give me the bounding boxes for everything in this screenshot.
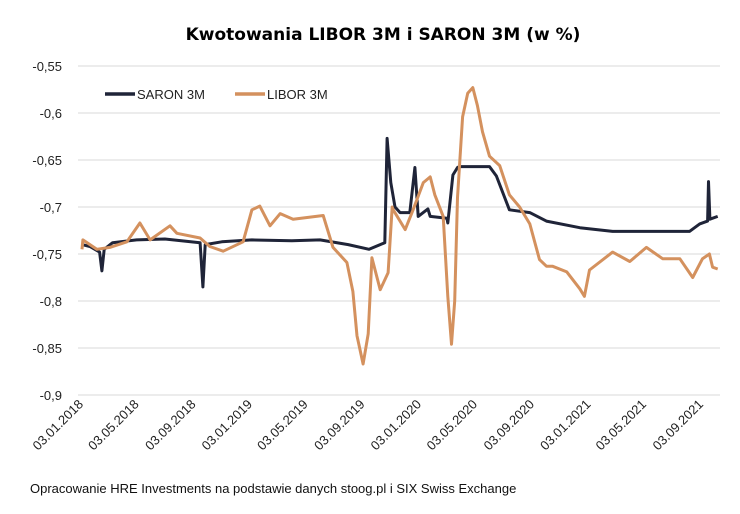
x-tick-label: 03.05.2018 <box>85 397 142 454</box>
y-tick-label: -0,7 <box>40 200 62 215</box>
legend: SARON 3M LIBOR 3M <box>105 87 328 102</box>
x-tick-label: 03.01.2020 <box>368 397 425 454</box>
y-tick-label: -0,6 <box>40 106 62 121</box>
y-tick-label: -0,85 <box>32 341 62 356</box>
chart-title: Kwotowania LIBOR 3M i SARON 3M (w %) <box>186 25 581 45</box>
x-tick-label: 03.09.2019 <box>311 397 368 454</box>
y-tick-label: -0,9 <box>40 388 62 403</box>
source-note: Opracowanie HRE Investments na podstawie… <box>30 481 517 496</box>
series-line-libor-3m <box>80 86 719 366</box>
y-axis: -0,55 -0,6 -0,65 -0,7 -0,75 -0,8 -0,85 -0,9 <box>32 59 62 403</box>
x-tick-label: 03.05.2019 <box>254 397 311 454</box>
y-tick-label: -0,75 <box>32 247 62 262</box>
series-line-saron-3m <box>81 136 719 289</box>
y-tick-label: -0,55 <box>32 59 62 74</box>
x-tick-label: 03.09.2020 <box>480 397 537 454</box>
x-tick-label: 03.05.2021 <box>593 397 650 454</box>
x-tick-label: 03.01.2019 <box>199 397 256 454</box>
series-lines <box>80 86 719 366</box>
legend-label: SARON 3M <box>137 87 205 102</box>
gridlines <box>78 65 720 396</box>
x-tick-label: 03.01.2021 <box>537 397 594 454</box>
legend-label: LIBOR 3M <box>267 87 328 102</box>
x-tick-label: 03.09.2021 <box>649 397 706 454</box>
x-tick-label: 03.05.2020 <box>424 397 481 454</box>
y-tick-label: -0,65 <box>32 153 62 168</box>
y-tick-label: -0,8 <box>40 294 62 309</box>
x-tick-label: 03.01.2018 <box>29 397 86 454</box>
x-tick-label: 03.09.2018 <box>142 397 199 454</box>
